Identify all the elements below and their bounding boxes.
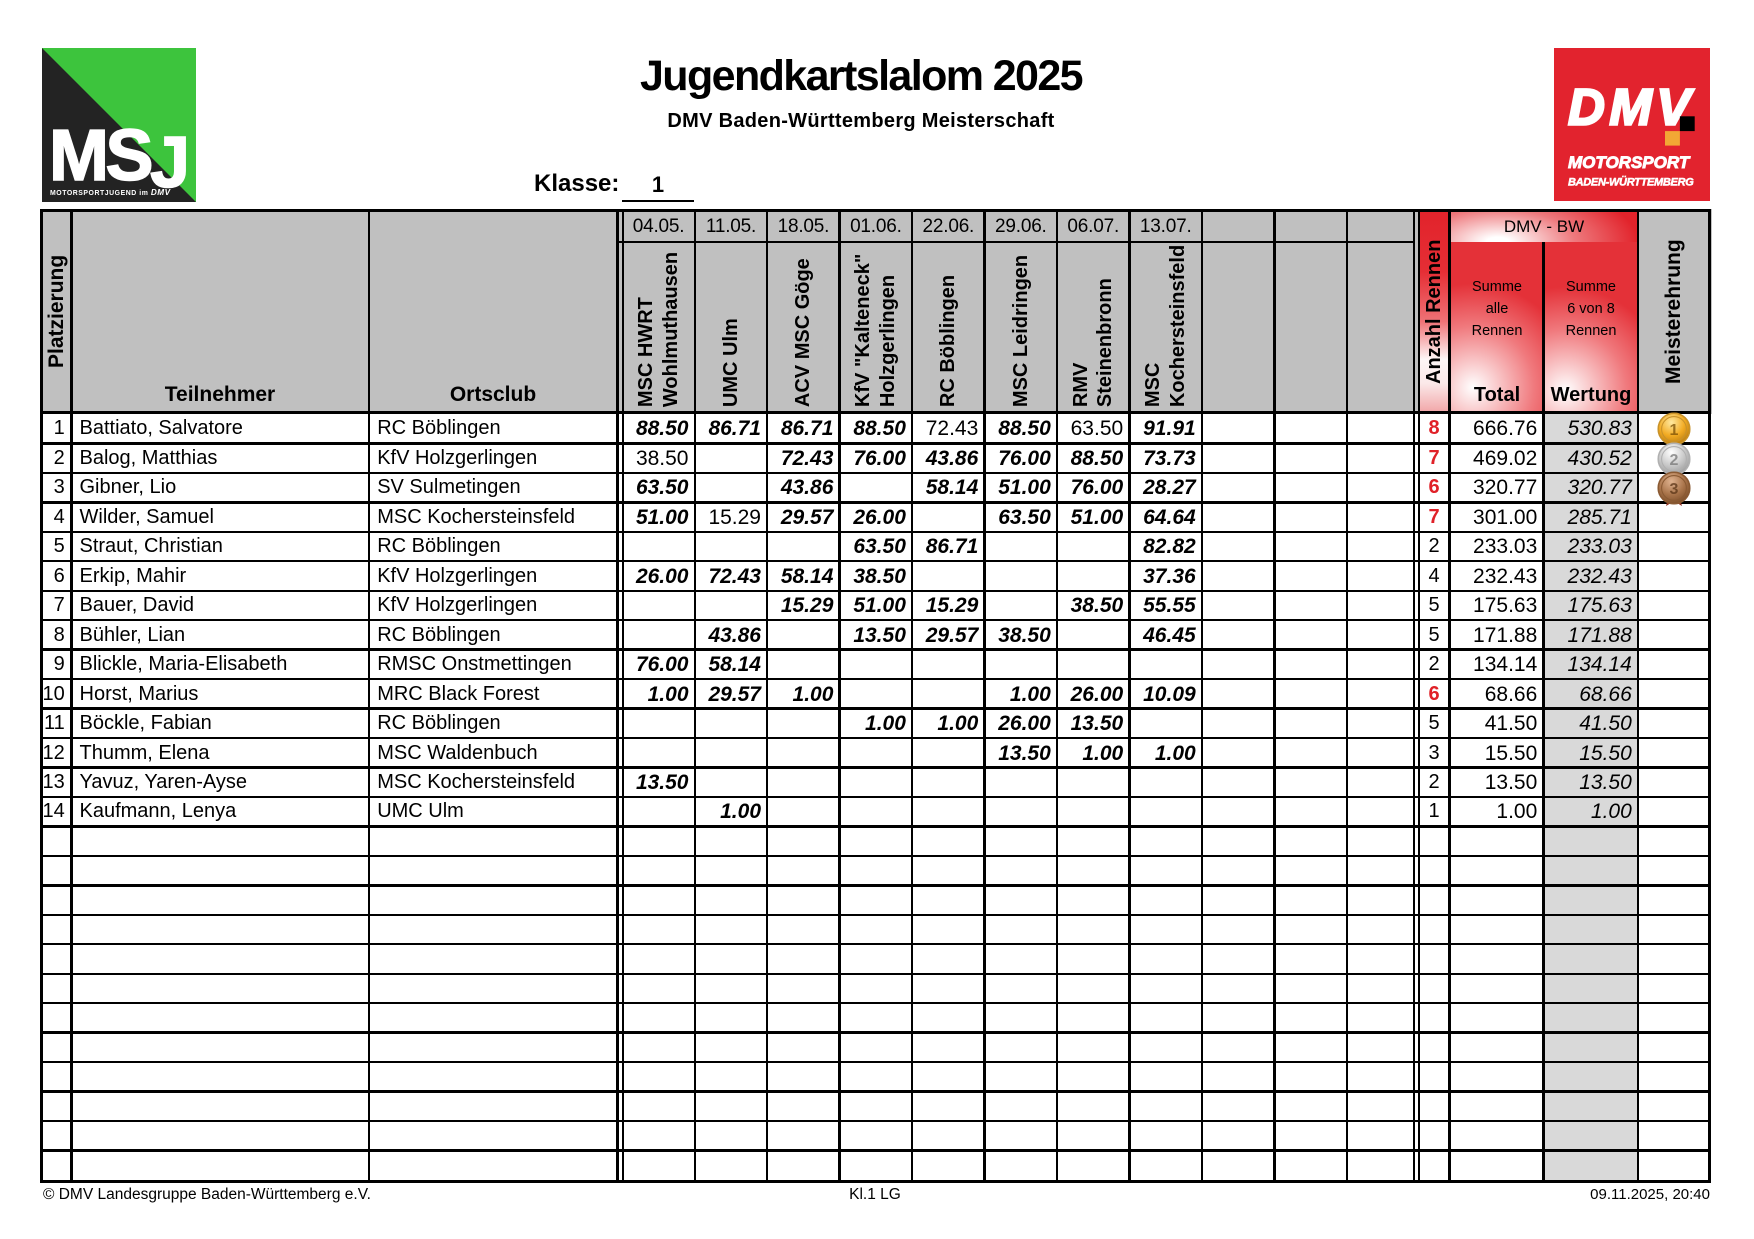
svg-text:MOTORSPORTJUGEND im DMV: MOTORSPORTJUGEND im DMV (50, 188, 172, 197)
svg-text:2: 2 (1669, 452, 1678, 469)
svg-text:DMV: DMV (1568, 79, 1695, 136)
svg-text:BADEN-WÜRTTEMBERG: BADEN-WÜRTTEMBERG (1568, 176, 1694, 189)
svg-text:MSJ: MSJ (49, 116, 187, 202)
svg-text:1: 1 (1669, 422, 1678, 439)
svg-text:3: 3 (1669, 481, 1678, 498)
svg-text:MOTORSPORT: MOTORSPORT (1568, 153, 1691, 172)
